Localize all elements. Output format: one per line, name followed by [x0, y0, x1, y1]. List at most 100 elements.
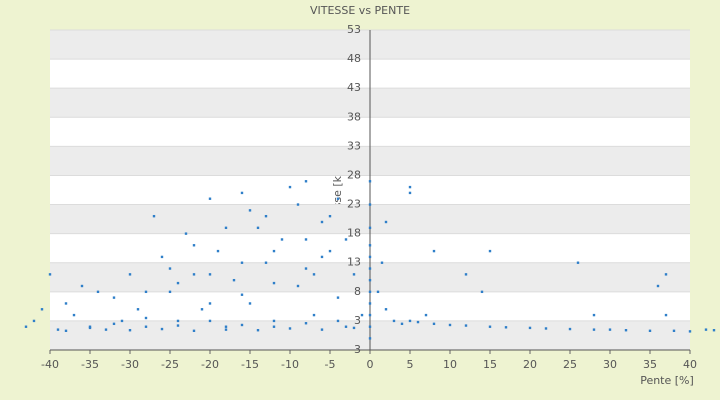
point [112, 296, 116, 299]
point [712, 329, 716, 332]
point [128, 273, 132, 276]
point [192, 329, 196, 332]
point [528, 326, 532, 330]
x-tick-label: 20 [523, 358, 537, 371]
y-tick-label: 23 [347, 198, 361, 211]
point [192, 273, 196, 276]
point [368, 203, 372, 206]
point [344, 238, 348, 241]
point [368, 302, 372, 305]
x-tick-label: 25 [563, 358, 577, 371]
point [264, 261, 268, 264]
point [144, 290, 148, 294]
point [544, 327, 548, 330]
point [688, 330, 692, 333]
point [264, 214, 268, 218]
x-axis-label: Pente [%] [640, 374, 694, 387]
point [336, 319, 340, 323]
point [288, 327, 292, 330]
point [432, 322, 436, 326]
point [224, 328, 228, 331]
point [576, 261, 580, 264]
point [240, 293, 244, 296]
point [624, 329, 628, 332]
point [376, 290, 380, 294]
y-tick-label: 48 [347, 52, 361, 65]
x-tick-label: -20 [201, 358, 219, 371]
point [272, 249, 276, 253]
point [328, 214, 332, 218]
point [360, 313, 364, 317]
point [368, 325, 372, 328]
point [392, 319, 396, 323]
point [232, 278, 236, 282]
point [328, 249, 332, 253]
point [144, 316, 148, 320]
point [380, 261, 384, 264]
point [24, 325, 28, 328]
point [248, 209, 252, 212]
point [176, 324, 180, 327]
point [144, 325, 148, 328]
point [112, 322, 116, 326]
point [128, 329, 132, 332]
point [368, 255, 372, 259]
point [488, 249, 492, 253]
point [256, 226, 260, 230]
x-tick-label: -35 [81, 358, 99, 371]
point [352, 326, 356, 330]
x-tick-label: -25 [161, 358, 179, 371]
point [304, 322, 308, 325]
x-tick-label: 35 [643, 358, 657, 371]
point [368, 290, 372, 294]
point [480, 290, 484, 294]
point [568, 327, 572, 331]
x-tick-label: 5 [407, 358, 414, 371]
point [432, 249, 436, 253]
point [592, 328, 596, 331]
point [40, 308, 44, 311]
point [368, 244, 372, 247]
point [176, 319, 180, 323]
point [352, 273, 356, 276]
point [104, 328, 108, 331]
point [320, 220, 324, 224]
point [504, 326, 508, 329]
point [48, 273, 52, 276]
point [176, 281, 180, 285]
x-tick-label: 40 [683, 358, 697, 371]
point [208, 273, 212, 276]
point [408, 191, 412, 195]
point [168, 290, 172, 294]
point [272, 319, 276, 323]
point [184, 232, 188, 235]
point [424, 313, 428, 317]
point [672, 329, 676, 332]
point [256, 329, 260, 332]
x-tick-label: -15 [241, 358, 259, 371]
point [304, 180, 308, 183]
point [416, 320, 420, 324]
point [208, 302, 212, 305]
point [664, 313, 668, 317]
x-tick-label: -30 [121, 358, 139, 371]
point [464, 324, 468, 327]
point [664, 273, 668, 276]
point [216, 249, 220, 253]
y-tick-label: 53 [347, 23, 361, 36]
point [248, 302, 252, 305]
point [64, 302, 68, 305]
point [312, 273, 316, 276]
y-tick-label: 33 [347, 139, 361, 152]
point [240, 323, 244, 327]
point [240, 261, 244, 264]
point [336, 296, 340, 299]
point [280, 238, 284, 241]
point [272, 281, 276, 285]
point [448, 323, 452, 327]
x-tick-label: -5 [325, 358, 336, 371]
point [136, 308, 140, 311]
point [368, 180, 372, 183]
point [32, 319, 36, 323]
point [208, 197, 212, 200]
